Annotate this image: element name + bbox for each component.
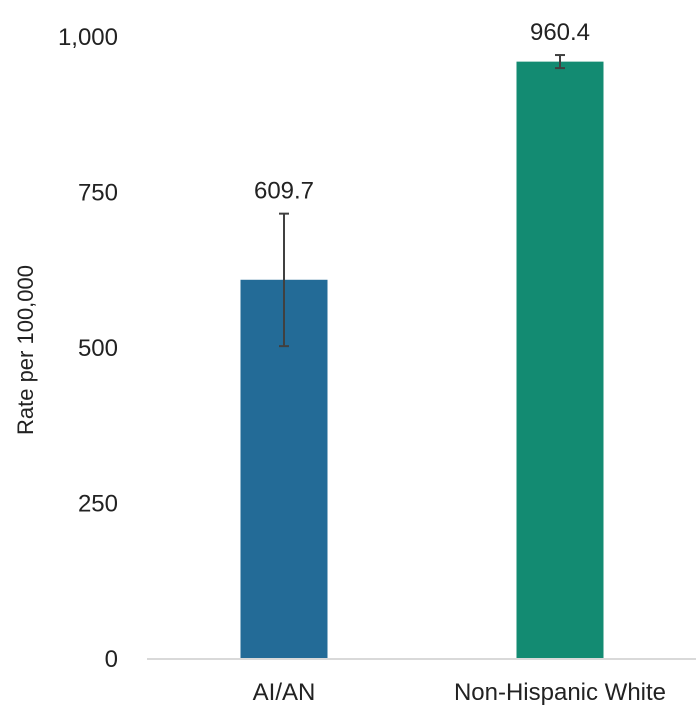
bar [516, 61, 604, 659]
y-tick-label: 1,000 [58, 24, 118, 51]
error-bar [555, 54, 565, 70]
error-bars-group [279, 54, 565, 348]
y-axis-title: Rate per 100,000 [13, 265, 38, 435]
category-label: AI/AN [253, 679, 316, 706]
category-labels-group: AI/AN Non-Hispanic White [253, 679, 666, 706]
y-tick-label: 0 [105, 646, 118, 673]
y-tick-label: 500 [78, 335, 118, 362]
y-axis-ticks: 0 250 500 750 1,000 [58, 24, 118, 673]
value-label: 960.4 [530, 19, 590, 46]
category-label: Non-Hispanic White [454, 679, 666, 706]
y-tick-label: 250 [78, 491, 118, 518]
value-labels-group: 609.7 960.4 [254, 19, 590, 205]
bars-group [240, 61, 604, 659]
value-label: 609.7 [254, 178, 314, 205]
error-bar [279, 212, 289, 348]
y-tick-label: 750 [78, 180, 118, 207]
